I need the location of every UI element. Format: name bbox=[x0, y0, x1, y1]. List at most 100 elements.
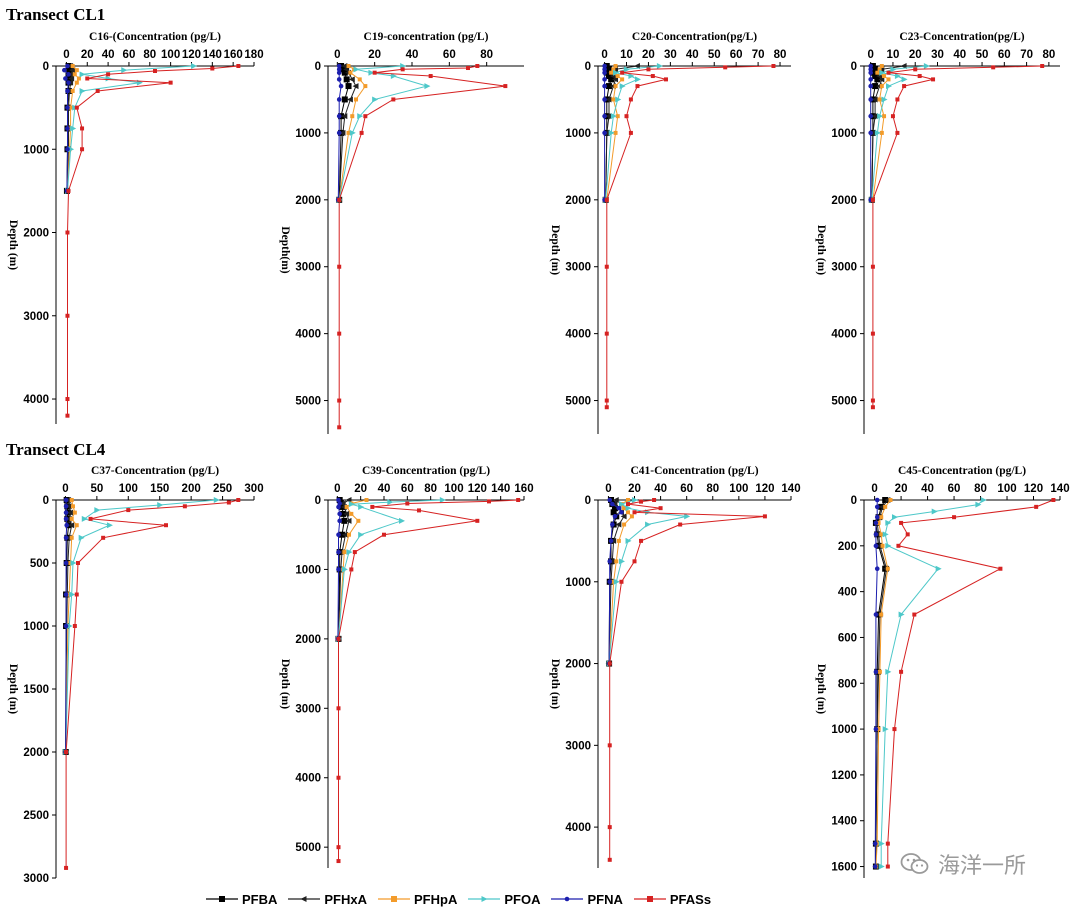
y-tick-label: 5000 bbox=[565, 396, 591, 408]
data-point-pfhxa bbox=[341, 113, 348, 120]
chart-c37: C37-Concentration (pg/L) 0 50 100 150 200 250 3… bbox=[7, 465, 264, 885]
data-point-pfoa bbox=[975, 501, 982, 508]
data-point-pfass bbox=[607, 857, 612, 862]
x-tick-label: 60 bbox=[680, 483, 693, 495]
y-tick-label: 1000 bbox=[23, 621, 49, 633]
data-point-pfhxa bbox=[633, 63, 640, 69]
y-tick-label: 5000 bbox=[831, 396, 857, 408]
data-point-pfba bbox=[341, 69, 348, 76]
data-point-pfna bbox=[336, 549, 341, 555]
x-tick-label: 40 bbox=[378, 483, 391, 495]
data-point-pfna bbox=[868, 97, 873, 102]
legend-item-pfba: PFBA bbox=[205, 892, 277, 907]
data-point-pfhpa bbox=[883, 504, 888, 509]
data-point-pfna bbox=[872, 864, 878, 869]
legend-swatch-pfba bbox=[206, 896, 238, 902]
data-point-pfhpa bbox=[880, 543, 885, 548]
series-pfna-c20 bbox=[602, 63, 607, 203]
data-point-pfna bbox=[610, 522, 615, 527]
data-point-pfhxa bbox=[339, 500, 346, 507]
x-tick-label: 160 bbox=[514, 483, 533, 495]
data-point-pfna bbox=[873, 543, 879, 549]
data-point-pfna bbox=[336, 77, 342, 82]
data-point-pfass bbox=[604, 405, 609, 410]
x-tick-label: 140 bbox=[1050, 483, 1069, 495]
data-point-pfhpa bbox=[350, 114, 355, 119]
data-point-pfna bbox=[336, 70, 342, 75]
data-point-pfass bbox=[428, 74, 433, 79]
data-point-pfhpa bbox=[69, 498, 74, 502]
data-point-pfass bbox=[336, 775, 341, 780]
y-tick-label: 0 bbox=[851, 495, 857, 507]
data-point-pfoa bbox=[213, 497, 220, 503]
data-point-pfass bbox=[164, 523, 168, 528]
y-tick-label: 2000 bbox=[295, 195, 321, 207]
data-point-pfass bbox=[604, 264, 609, 269]
data-point-pfoa bbox=[885, 668, 892, 675]
series-line-pfhpa bbox=[67, 65, 80, 191]
data-point-pfna bbox=[608, 538, 614, 544]
data-point-pfass bbox=[870, 405, 875, 410]
data-point-pfass bbox=[991, 65, 996, 70]
data-point-pfhpa bbox=[67, 592, 72, 597]
series-pfoa-c41 bbox=[606, 497, 691, 667]
data-point-pfna bbox=[607, 559, 613, 564]
data-point-pfna bbox=[602, 83, 607, 89]
chart-c45: C45-Concentration (pg/L) 0 20 40 60 80 100 120 1… bbox=[815, 465, 1070, 878]
data-point-pfass bbox=[895, 130, 900, 135]
data-point-pfass bbox=[604, 398, 609, 403]
x-tick-label: 50 bbox=[708, 49, 721, 61]
data-point-pfoa bbox=[898, 611, 905, 618]
data-point-pfna bbox=[336, 567, 341, 572]
y-tick-label: 4000 bbox=[295, 329, 321, 341]
y-tick-label: 4000 bbox=[831, 329, 857, 341]
data-point-pfoa bbox=[613, 69, 620, 76]
data-point-pfass bbox=[678, 522, 683, 527]
data-point-pfass bbox=[870, 264, 875, 269]
data-point-pfhpa bbox=[349, 511, 354, 516]
chart-panel-c23: C23-Concentration(pg/L) 0 10 20 30 40 50 60 70 80… bbox=[808, 28, 1076, 438]
watermark-text: 海洋一所 bbox=[938, 854, 1027, 879]
data-point-pfhxa bbox=[352, 83, 359, 90]
y-tick-label: 1600 bbox=[831, 862, 857, 874]
data-point-pfhpa bbox=[68, 561, 73, 565]
data-point-pfhpa bbox=[68, 105, 73, 110]
data-point-pfhpa bbox=[356, 518, 361, 523]
data-point-pfhpa bbox=[625, 510, 630, 515]
data-point-pfass bbox=[658, 506, 663, 511]
data-point-pfass bbox=[998, 566, 1003, 571]
legend-swatch-pfhxa bbox=[288, 896, 321, 902]
data-point-pfba bbox=[605, 66, 612, 73]
data-point-pfass bbox=[607, 743, 612, 748]
y-axis-label-c41: Depth (m) bbox=[549, 659, 561, 709]
y-tick-label: 3000 bbox=[565, 740, 591, 752]
data-point-pfna bbox=[65, 63, 70, 69]
data-point-pfoa bbox=[372, 96, 379, 103]
x-tick-label: 30 bbox=[931, 49, 944, 61]
x-tick-label: 120 bbox=[468, 483, 487, 495]
data-point-pfass bbox=[607, 661, 612, 666]
data-point-pfoa bbox=[878, 840, 885, 847]
data-point-pfass bbox=[337, 331, 342, 336]
data-point-pfoa bbox=[901, 76, 908, 83]
x-tick-label: 70 bbox=[1020, 49, 1033, 61]
section-title-cl4: Transect CL4 bbox=[6, 440, 106, 459]
data-point-pfna bbox=[868, 63, 873, 69]
data-point-pfoa bbox=[613, 578, 620, 585]
data-point-pfna bbox=[62, 67, 67, 73]
y-tick-label: 2000 bbox=[23, 228, 49, 240]
legend-item-pfhxa: PFHxA bbox=[287, 892, 367, 907]
data-point-pfna bbox=[336, 130, 342, 136]
data-point-pfass bbox=[723, 65, 728, 70]
series-line-pfass bbox=[67, 65, 239, 416]
x-tick-label: 60 bbox=[730, 49, 743, 61]
y-tick-label: 1200 bbox=[831, 770, 857, 782]
y-tick-label: 0 bbox=[43, 495, 49, 507]
chart-title-c45: C45-Concentration (pg/L) bbox=[898, 465, 1026, 477]
y-axis-label-c20: Depth (m) bbox=[549, 225, 561, 275]
series-line-pfhpa bbox=[65, 499, 78, 753]
data-point-pfhpa bbox=[885, 566, 890, 571]
data-point-pfba bbox=[341, 517, 348, 524]
data-point-pfhpa bbox=[882, 74, 887, 79]
data-point-pfhpa bbox=[616, 538, 621, 543]
